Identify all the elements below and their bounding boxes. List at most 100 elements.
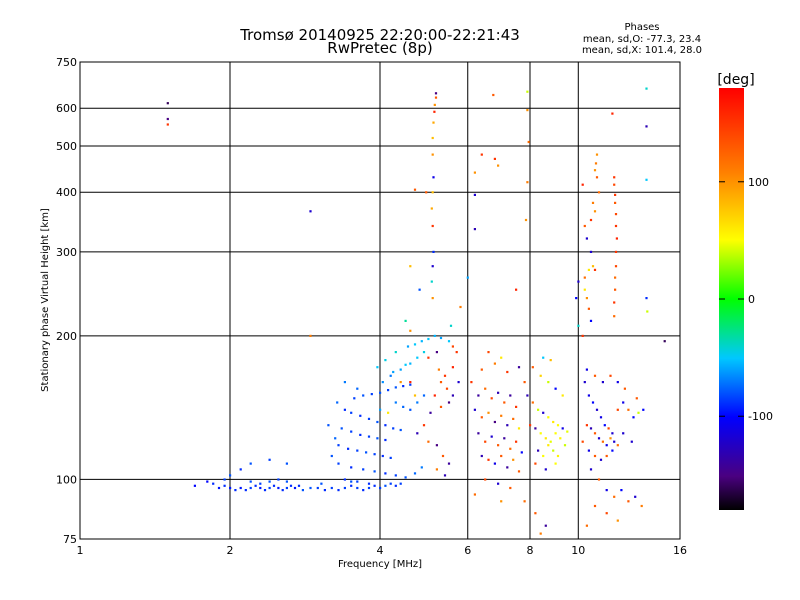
- data-point: [611, 449, 614, 452]
- data-point: [217, 486, 221, 490]
- data-point: [506, 466, 509, 469]
- data-point: [367, 417, 371, 420]
- data-point: [223, 478, 226, 481]
- data-point: [585, 524, 588, 527]
- data-point: [487, 351, 490, 354]
- data-point: [451, 366, 454, 369]
- data-point: [429, 411, 432, 414]
- data-point: [301, 489, 304, 492]
- data-point: [517, 470, 521, 473]
- data-point: [561, 427, 564, 430]
- data-point: [439, 405, 443, 408]
- data-point: [433, 394, 436, 397]
- data-point: [531, 366, 534, 369]
- y-tick-label: 200: [56, 330, 77, 343]
- data-point: [379, 408, 382, 411]
- data-point: [229, 486, 232, 490]
- data-point: [493, 157, 496, 160]
- colorbar-tick-label: 0: [748, 293, 755, 306]
- data-point: [593, 210, 597, 213]
- stats-x-mode: mean, sd,X: 101.4, 28.0: [582, 45, 702, 56]
- data-point: [593, 374, 597, 377]
- data-point: [343, 478, 346, 481]
- data-point: [365, 451, 368, 454]
- data-point: [350, 466, 353, 469]
- chart-subtitle: RwPretec (8p): [327, 39, 432, 57]
- data-point: [384, 484, 387, 487]
- data-point: [336, 401, 339, 404]
- data-point: [409, 362, 412, 365]
- data-point: [506, 424, 509, 427]
- y-axis-ticks: 75 100 200 300 400 500 600 750: [56, 56, 77, 546]
- data-point: [492, 93, 495, 97]
- data-point: [249, 480, 252, 483]
- data-point: [404, 476, 407, 479]
- data-point: [497, 164, 500, 167]
- data-point: [281, 489, 284, 492]
- data-point: [613, 183, 616, 186]
- data-point: [447, 401, 451, 404]
- data-point: [435, 444, 438, 447]
- data-point: [503, 401, 506, 404]
- data-point: [473, 408, 476, 411]
- data-point: [437, 368, 440, 371]
- data-point: [285, 480, 288, 483]
- data-point: [359, 414, 362, 417]
- data-point: [432, 250, 435, 253]
- data-point: [490, 397, 493, 400]
- data-point: [500, 454, 503, 458]
- data-point: [547, 381, 550, 384]
- colorbar-tick-label: 100: [748, 176, 769, 189]
- data-point: [449, 324, 453, 327]
- data-point: [433, 334, 436, 337]
- data-point: [477, 432, 480, 435]
- y-tick-label: 75: [63, 533, 77, 546]
- data-point: [542, 411, 545, 414]
- data-point: [526, 109, 529, 112]
- data-point: [239, 468, 242, 471]
- data-point: [402, 385, 405, 388]
- y-tick-label: 300: [56, 246, 77, 259]
- data-point: [587, 449, 590, 452]
- data-point: [539, 374, 542, 377]
- data-point: [614, 224, 618, 228]
- data-point: [384, 424, 387, 427]
- data-point: [457, 381, 460, 384]
- data-point: [523, 500, 526, 503]
- data-point: [272, 484, 276, 487]
- data-point: [439, 336, 443, 340]
- data-point: [581, 440, 584, 443]
- data-point: [645, 178, 648, 181]
- data-point: [622, 432, 625, 435]
- data-point: [480, 368, 483, 371]
- data-point: [337, 489, 340, 492]
- data-point: [520, 451, 523, 454]
- data-point: [392, 427, 395, 430]
- plot-frame: [79, 61, 681, 540]
- data-point: [373, 470, 376, 473]
- data-point: [427, 440, 430, 443]
- data-point: [373, 453, 376, 456]
- data-point: [577, 280, 580, 283]
- data-point: [503, 437, 506, 440]
- data-point: [526, 90, 529, 93]
- data-point: [609, 437, 612, 440]
- data-point: [526, 181, 529, 184]
- data-point: [413, 472, 417, 475]
- data-point: [547, 444, 550, 447]
- data-point: [451, 345, 454, 348]
- data-point: [529, 424, 532, 427]
- data-point: [623, 387, 626, 390]
- data-point: [646, 310, 649, 313]
- data-point: [552, 449, 555, 452]
- data-point: [384, 359, 387, 362]
- data-point: [589, 319, 593, 322]
- data-point: [593, 454, 597, 458]
- data-point: [392, 370, 395, 374]
- data-point: [509, 394, 512, 397]
- y-tick-label: 100: [56, 473, 77, 486]
- data-point: [362, 468, 365, 471]
- data-point: [490, 435, 493, 438]
- data-point: [597, 437, 601, 440]
- data-point: [447, 462, 451, 465]
